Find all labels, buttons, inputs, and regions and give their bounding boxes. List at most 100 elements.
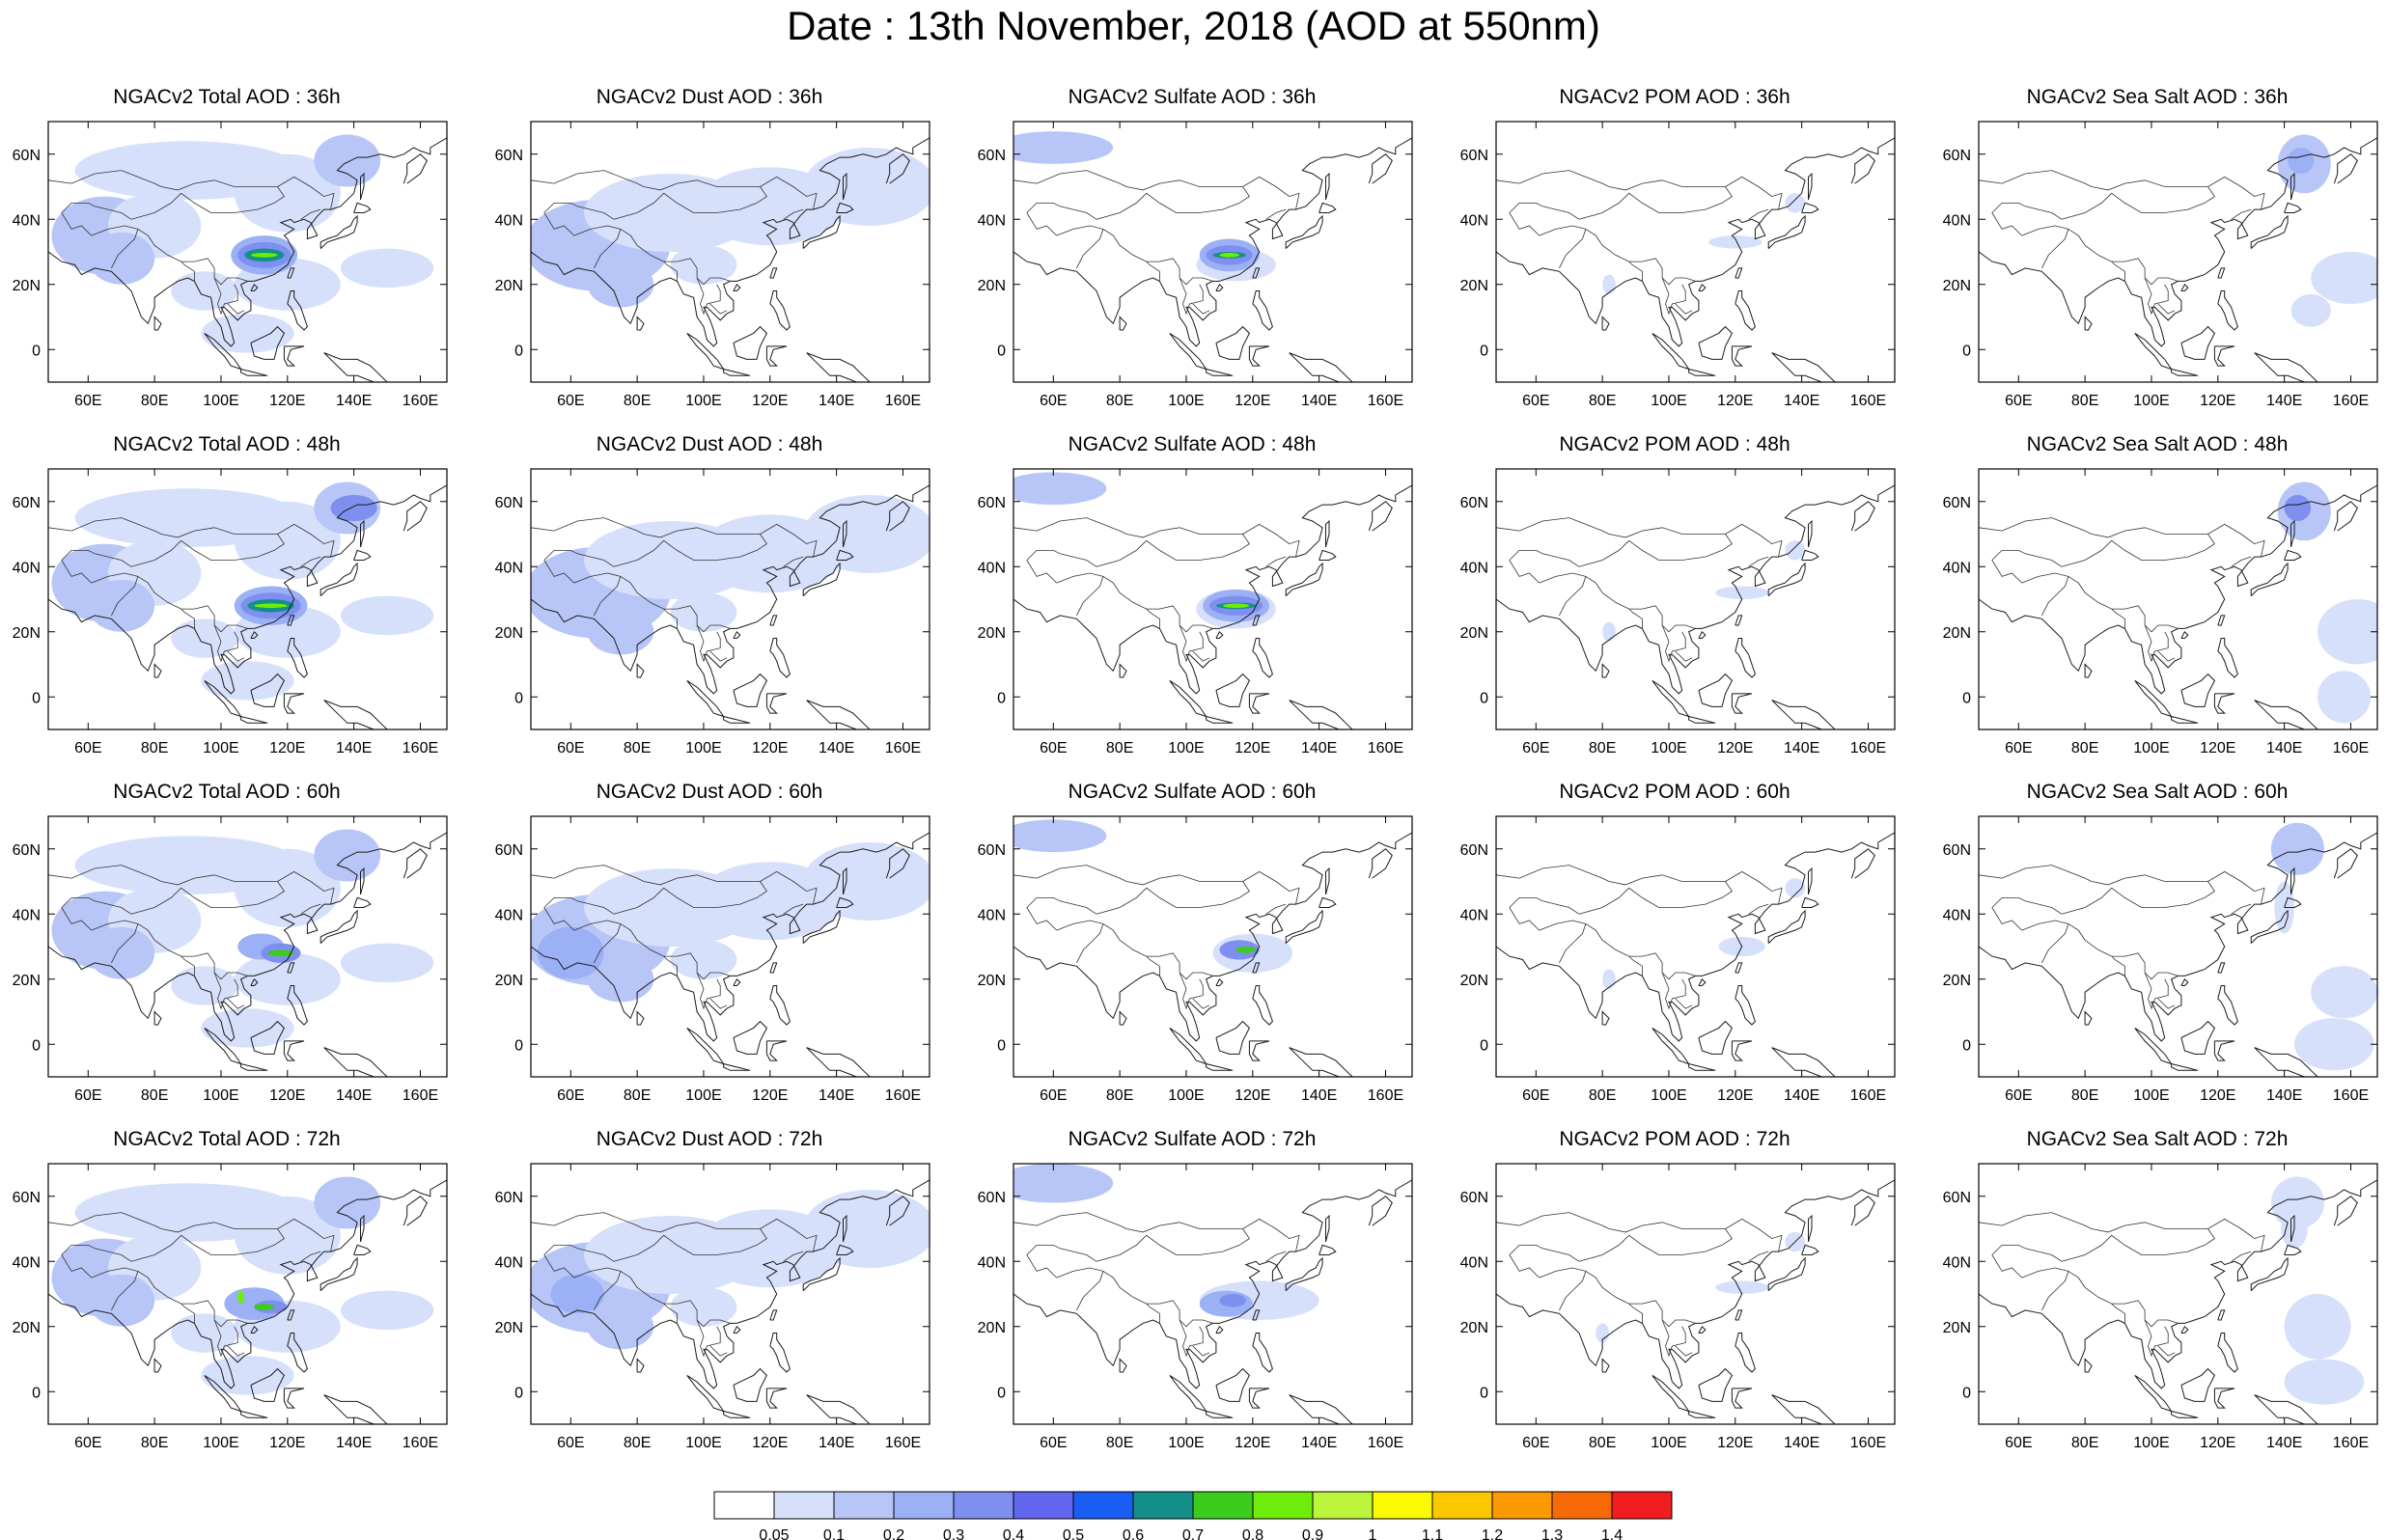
country-border bbox=[1179, 1319, 1204, 1358]
colorbar-swatch bbox=[1252, 1491, 1314, 1520]
country-border bbox=[1991, 212, 2022, 236]
coastline bbox=[1801, 896, 1819, 908]
coastline bbox=[885, 1196, 910, 1226]
coastline bbox=[1206, 1411, 1234, 1418]
country-border bbox=[48, 170, 162, 187]
colorbar-label: 1.2 bbox=[1482, 1527, 1503, 1540]
country-border bbox=[61, 212, 92, 236]
coastline bbox=[1368, 153, 1393, 184]
map-panel: NGACv2 Dust AOD : 72h 60E 80E 100E 120E 140E 1… bbox=[483, 1127, 936, 1474]
country-border bbox=[620, 576, 731, 633]
lon-label: 80E bbox=[1106, 393, 1133, 409]
lat-label: 60N bbox=[1460, 1190, 1488, 1206]
map-frame bbox=[530, 468, 930, 730]
coastline bbox=[806, 700, 871, 729]
aod-shade bbox=[2270, 822, 2324, 875]
country-border bbox=[61, 1254, 92, 1279]
country-border bbox=[2021, 572, 2069, 617]
coastline bbox=[48, 137, 447, 347]
country-border bbox=[2157, 1345, 2176, 1357]
country-border bbox=[573, 225, 622, 269]
country-border bbox=[1026, 203, 1097, 220]
coastline bbox=[48, 1179, 447, 1389]
country-border bbox=[2021, 225, 2069, 269]
colorbar-swatch bbox=[833, 1491, 895, 1520]
colorbar-swatch bbox=[1013, 1491, 1074, 1520]
lon-label: 160E bbox=[402, 740, 438, 756]
coastline bbox=[1850, 848, 1875, 879]
coastline bbox=[2180, 673, 2216, 707]
coastline bbox=[323, 1047, 388, 1077]
coastline bbox=[733, 283, 741, 291]
coastline bbox=[1698, 1367, 1734, 1402]
country-border bbox=[1496, 865, 1610, 882]
country-border bbox=[213, 624, 238, 663]
lon-label: 160E bbox=[885, 393, 921, 409]
map-frame bbox=[1978, 468, 2378, 730]
lon-label: 80E bbox=[141, 1087, 168, 1104]
coastline bbox=[2171, 1063, 2199, 1071]
coastline bbox=[636, 316, 645, 331]
lon-label: 160E bbox=[1368, 393, 1403, 409]
lat-label: 20N bbox=[978, 973, 1006, 989]
country-border bbox=[1013, 517, 1127, 535]
aod-shade bbox=[587, 261, 654, 308]
coastline bbox=[48, 484, 447, 695]
lon-label: 160E bbox=[885, 1435, 921, 1451]
lat-label: 0 bbox=[32, 690, 41, 706]
country-border bbox=[213, 277, 238, 316]
coastline bbox=[1808, 172, 1813, 201]
lat-label: 0 bbox=[32, 1037, 41, 1054]
coastline bbox=[843, 1214, 847, 1243]
coastline bbox=[153, 316, 162, 331]
country-border bbox=[137, 923, 248, 980]
lon-label: 80E bbox=[624, 740, 651, 756]
country-border bbox=[2021, 1267, 2069, 1311]
coastline bbox=[1496, 832, 1895, 1042]
map-frame bbox=[1013, 1163, 1413, 1425]
country-border bbox=[531, 517, 645, 535]
country-border bbox=[1991, 560, 2022, 584]
aod-field bbox=[1979, 122, 2377, 382]
map-panel: NGACv2 Sulfate AOD : 60h 60E 80E 100E 120E 14… bbox=[965, 780, 1419, 1127]
lat-label: 20N bbox=[978, 1320, 1006, 1336]
coastline bbox=[319, 909, 358, 944]
coastline bbox=[1771, 352, 1836, 382]
aod-shade bbox=[88, 579, 155, 632]
aod-field bbox=[1979, 1164, 2377, 1424]
lat-label: 60N bbox=[13, 148, 41, 164]
lon-label: 140E bbox=[1301, 393, 1337, 409]
coastline bbox=[1698, 283, 1707, 291]
coastline bbox=[769, 290, 791, 331]
lat-label: 60N bbox=[495, 1190, 523, 1206]
lon-label: 80E bbox=[624, 393, 651, 409]
coastline bbox=[765, 1388, 788, 1409]
coastline bbox=[2084, 316, 2093, 331]
coastline bbox=[2180, 1325, 2189, 1334]
coastline bbox=[402, 501, 428, 532]
country-border bbox=[1509, 1245, 1580, 1262]
aod-shade bbox=[234, 153, 341, 233]
panel-title: NGACv2 Sea Salt AOD : 48h bbox=[2026, 433, 2289, 455]
lat-label: 60N bbox=[495, 842, 523, 859]
country-border bbox=[130, 176, 335, 220]
colorbar-swatch bbox=[713, 1491, 775, 1520]
coastline bbox=[319, 562, 358, 596]
coastline bbox=[2217, 267, 2226, 279]
lon-label: 140E bbox=[1784, 393, 1819, 409]
coastline bbox=[287, 1309, 295, 1321]
coastline bbox=[287, 290, 308, 331]
lon-label: 60E bbox=[2005, 1435, 2032, 1451]
country-border bbox=[2091, 1222, 2208, 1233]
coastline bbox=[1325, 1214, 1330, 1243]
aod-shade bbox=[88, 1274, 155, 1327]
coastline bbox=[1252, 1333, 1273, 1373]
map-panel: NGACv2 Total AOD : 72h 60E 80E 100E 120E 140E… bbox=[0, 1127, 454, 1474]
coastline bbox=[636, 1358, 645, 1373]
map-panel: NGACv2 Sulfate AOD : 36h 60E 80E 100E 120E 14… bbox=[965, 85, 1419, 432]
coastline bbox=[1119, 1010, 1127, 1026]
aod-shade bbox=[1785, 540, 1806, 561]
lon-label: 80E bbox=[624, 1087, 651, 1104]
aod-shade bbox=[1602, 274, 1616, 294]
lon-label: 160E bbox=[885, 1087, 921, 1104]
